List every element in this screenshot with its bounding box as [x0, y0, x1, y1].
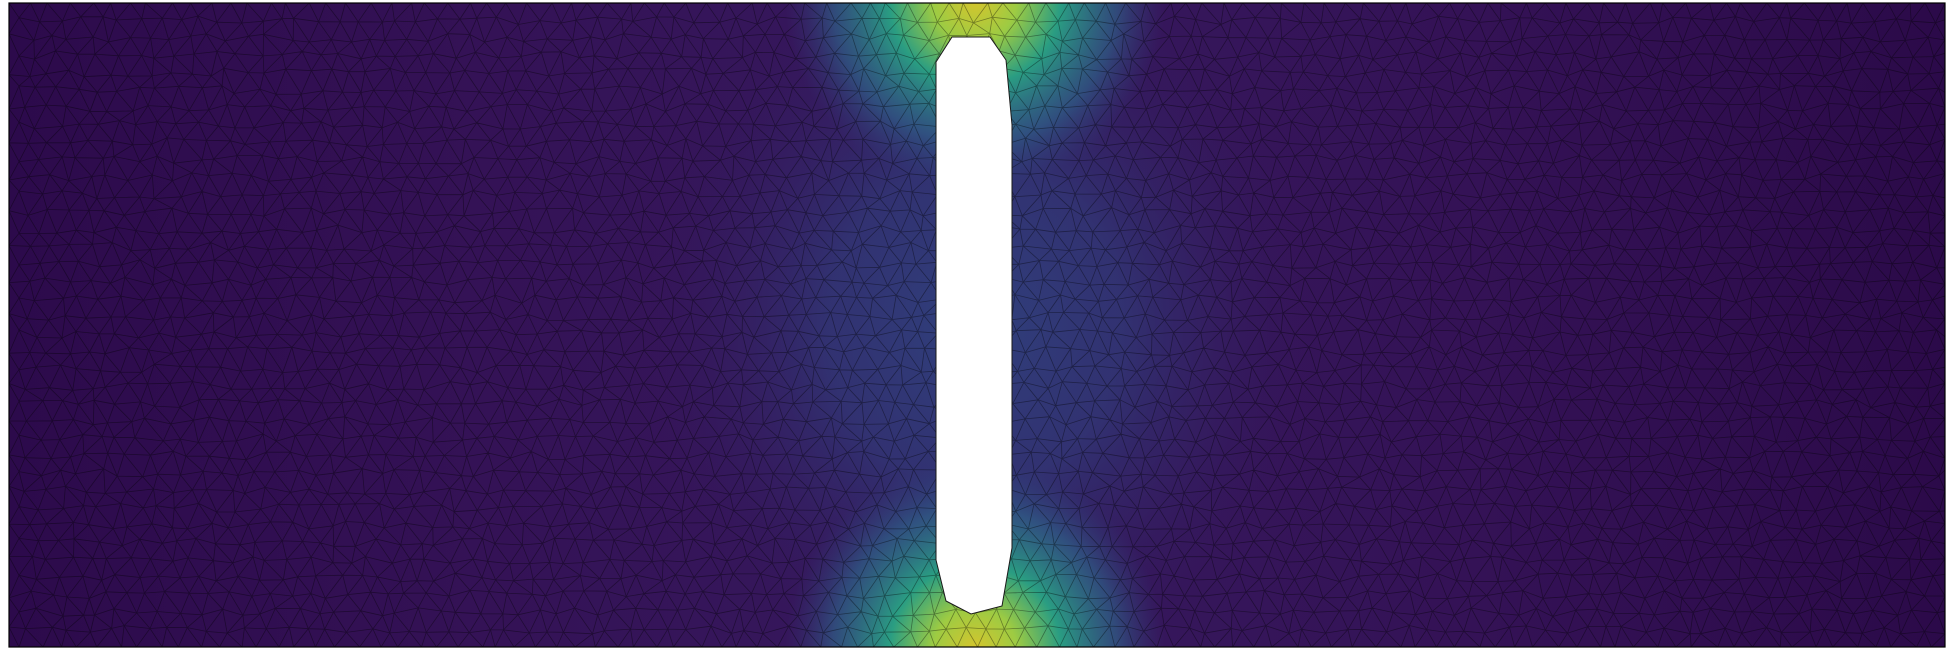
domain-border — [8, 2, 1946, 648]
hole — [935, 36, 1013, 615]
mesh-lines — [9, 3, 1945, 647]
